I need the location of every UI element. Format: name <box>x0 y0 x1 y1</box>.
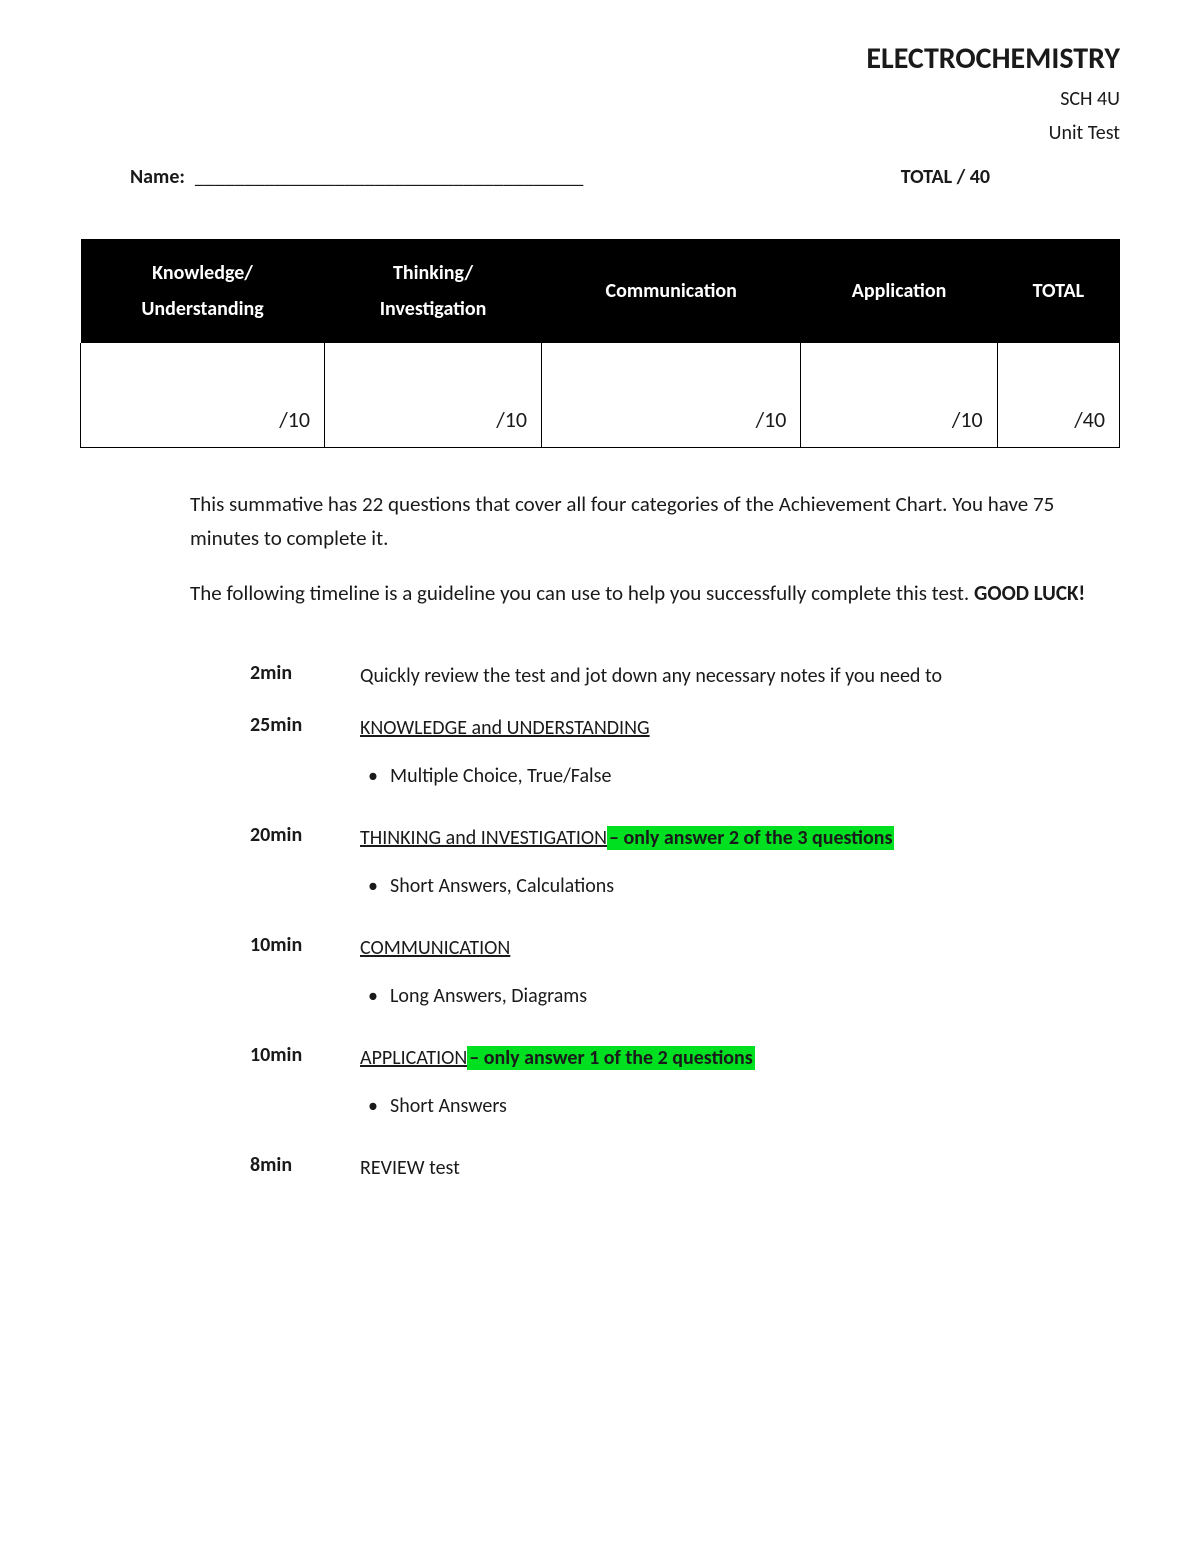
name-label: Name: <box>130 165 185 189</box>
timeline-desc: APPLICATION– only answer 1 of the 2 ques… <box>360 1043 755 1131</box>
time-label: 2min <box>250 661 360 685</box>
good-luck: GOOD LUCK! <box>974 580 1085 606</box>
timeline-row: 8min REVIEW test <box>250 1153 1120 1183</box>
timeline-desc: COMMUNICATION Long Answers, Diagrams <box>360 933 587 1021</box>
rubric-header-row: Knowledge/Understanding Thinking/Investi… <box>81 239 1120 343</box>
timeline: 2min Quickly review the test and jot dow… <box>250 661 1120 1183</box>
rubric-header: TOTAL <box>997 239 1119 343</box>
list-item: Short Answers <box>360 1091 755 1121</box>
bullet-list: Short Answers, Calculations <box>360 871 894 901</box>
rubric-header: Communication <box>542 239 801 343</box>
section-title: THINKING and INVESTIGATION <box>360 826 607 850</box>
timeline-desc: Quickly review the test and jot down any… <box>360 661 942 691</box>
rubric-score: /10 <box>81 343 325 448</box>
section-title: APPLICATION <box>360 1046 467 1070</box>
total-label: TOTAL / 40 <box>901 165 1120 189</box>
name-row: Name: __________________________________… <box>130 165 1120 189</box>
highlight-note: – only answer 2 of the 3 questions <box>607 826 894 850</box>
rubric-table: Knowledge/Understanding Thinking/Investi… <box>80 239 1120 448</box>
bullet-list: Short Answers <box>360 1091 755 1121</box>
timeline-desc: THINKING and INVESTIGATION– only answer … <box>360 823 894 911</box>
bullet-list: Multiple Choice, True/False <box>360 761 650 791</box>
rubric-header: Knowledge/Understanding <box>81 239 325 343</box>
list-item: Short Answers, Calculations <box>360 871 894 901</box>
rubric-score: /10 <box>325 343 542 448</box>
timeline-desc: REVIEW test <box>360 1153 460 1183</box>
list-item: Long Answers, Diagrams <box>360 981 587 1011</box>
page-title: ELECTROCHEMISTRY <box>80 40 1120 77</box>
time-label: 10min <box>250 1043 360 1067</box>
intro-text: This summative has 22 questions that cov… <box>190 488 1120 611</box>
bullet-list: Long Answers, Diagrams <box>360 981 587 1011</box>
timeline-row: 20min THINKING and INVESTIGATION– only a… <box>250 823 1120 911</box>
list-item: Multiple Choice, True/False <box>360 761 650 791</box>
rubric-header: Thinking/Investigation <box>325 239 542 343</box>
time-label: 20min <box>250 823 360 847</box>
timeline-row: 2min Quickly review the test and jot dow… <box>250 661 1120 691</box>
timeline-row: 10min COMMUNICATION Long Answers, Diagra… <box>250 933 1120 1021</box>
rubric-score: /10 <box>542 343 801 448</box>
timeline-desc: KNOWLEDGE and UNDERSTANDING Multiple Cho… <box>360 713 650 801</box>
intro-paragraph: This summative has 22 questions that cov… <box>190 488 1120 555</box>
section-title: COMMUNICATION <box>360 936 510 960</box>
timeline-row: 10min APPLICATION– only answer 1 of the … <box>250 1043 1120 1131</box>
time-label: 8min <box>250 1153 360 1177</box>
highlight-note: – only answer 1 of the 2 questions <box>467 1046 754 1070</box>
rubric-header: Application <box>801 239 997 343</box>
name-blank-line: _______________________________________ <box>195 165 583 189</box>
rubric-score: /10 <box>801 343 997 448</box>
rubric-score-row: /10 /10 /10 /10 /40 <box>81 343 1120 448</box>
section-title: KNOWLEDGE and UNDERSTANDING <box>360 716 650 740</box>
course-code: SCH 4U <box>80 87 1120 111</box>
intro-paragraph: The following timeline is a guideline yo… <box>190 577 1120 611</box>
time-label: 25min <box>250 713 360 737</box>
time-label: 10min <box>250 933 360 957</box>
intro-text-span: The following timeline is a guideline yo… <box>190 580 974 606</box>
timeline-row: 25min KNOWLEDGE and UNDERSTANDING Multip… <box>250 713 1120 801</box>
rubric-score: /40 <box>997 343 1119 448</box>
test-type: Unit Test <box>80 121 1120 145</box>
